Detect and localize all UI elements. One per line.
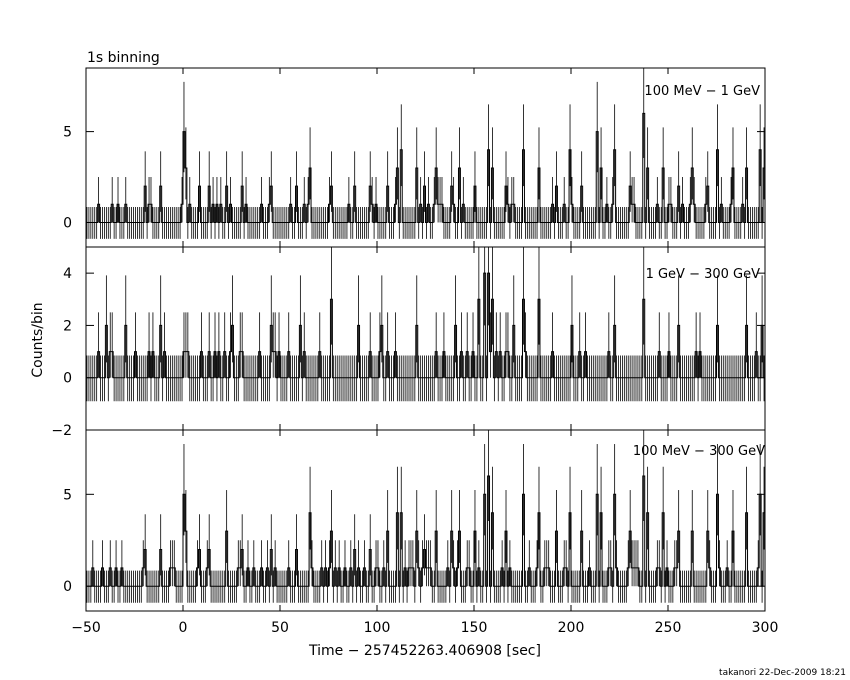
- y-axis-label: Counts/bin: [30, 302, 46, 377]
- y-tick-label: 4: [63, 266, 72, 282]
- x-tick-label: 250: [655, 620, 682, 636]
- panel-bottom-label: 100 MeV − 300 GeV: [633, 444, 765, 459]
- panel-middle-data: [86, 247, 765, 402]
- y-tick-label: −2: [51, 423, 72, 439]
- binning-label: 1s binning: [87, 50, 160, 66]
- x-tick-label: 150: [461, 620, 488, 636]
- panel-top: 05 100 MeV − 1 GeV: [63, 67, 766, 248]
- y-tick-label: 0: [63, 579, 72, 595]
- light-curve-line: [86, 272, 765, 379]
- panel-middle-label: 1 GeV − 300 GeV: [646, 267, 761, 282]
- panel-middle: −2 0 2 4 1 GeV − 300 GeV: [51, 246, 766, 439]
- light-curve-line: [86, 475, 765, 587]
- light-curve-line: [86, 112, 765, 223]
- x-axis-label: Time − 257452263.406908 [sec]: [308, 643, 541, 659]
- footer-credit: takanori 22-Dec-2009 18:21: [719, 668, 846, 678]
- y-tick-label: 0: [63, 371, 72, 387]
- x-tick-label: 300: [752, 620, 779, 636]
- panel-top-data: [86, 68, 765, 239]
- panel-middle-axes: −2 0 2 4: [51, 247, 766, 439]
- y-tick-label: 0: [63, 215, 72, 231]
- y-tick-label: 2: [63, 318, 72, 334]
- panel-bottom-data: [86, 430, 765, 603]
- x-tick-label: 0: [179, 620, 188, 636]
- y-tick-label: 5: [63, 125, 72, 141]
- x-axis-ticks: −50 0 50 100 150 200 250 300: [71, 620, 778, 636]
- x-tick-label: 50: [271, 620, 289, 636]
- x-tick-label: −50: [71, 620, 101, 636]
- x-tick-label: 100: [364, 620, 391, 636]
- panel-top-label: 100 MeV − 1 GeV: [644, 84, 760, 99]
- panel-bottom-axes: 05: [63, 430, 766, 611]
- y-tick-label: 5: [63, 487, 72, 503]
- panel-bottom-frame: [85, 429, 766, 612]
- panel-bottom: 05 100 MeV − 300 GeV: [63, 429, 766, 612]
- x-tick-label: 200: [558, 620, 585, 636]
- panel-top-axes: 05: [63, 68, 766, 247]
